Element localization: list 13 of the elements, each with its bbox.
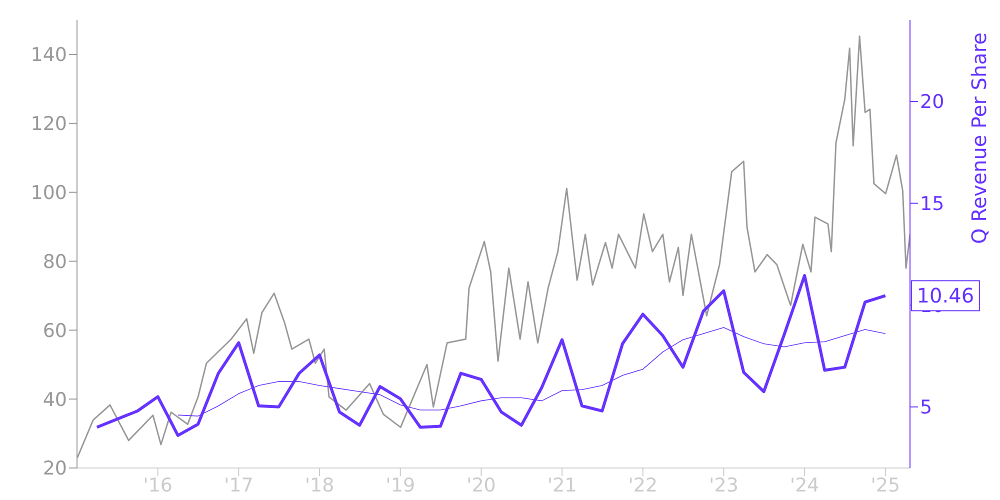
y-tick-label: 100: [30, 182, 67, 204]
y2-tick-label: 20: [920, 91, 944, 114]
y2-axis-title: Q Revenue Per Share: [967, 32, 992, 244]
line-series: [95, 274, 887, 437]
y-tick-label: 140: [30, 44, 67, 66]
y-tick-label: 60: [42, 320, 67, 342]
y-tick-label: 40: [42, 388, 67, 411]
y-tick-label: 120: [30, 113, 67, 136]
y2-tick-label: 5: [920, 396, 932, 419]
y2-tick-label: 15: [920, 193, 944, 216]
y-tick-label: 80: [42, 250, 67, 273]
y-tick-label: 20: [42, 458, 67, 480]
data-label: 10.46: [916, 284, 974, 308]
